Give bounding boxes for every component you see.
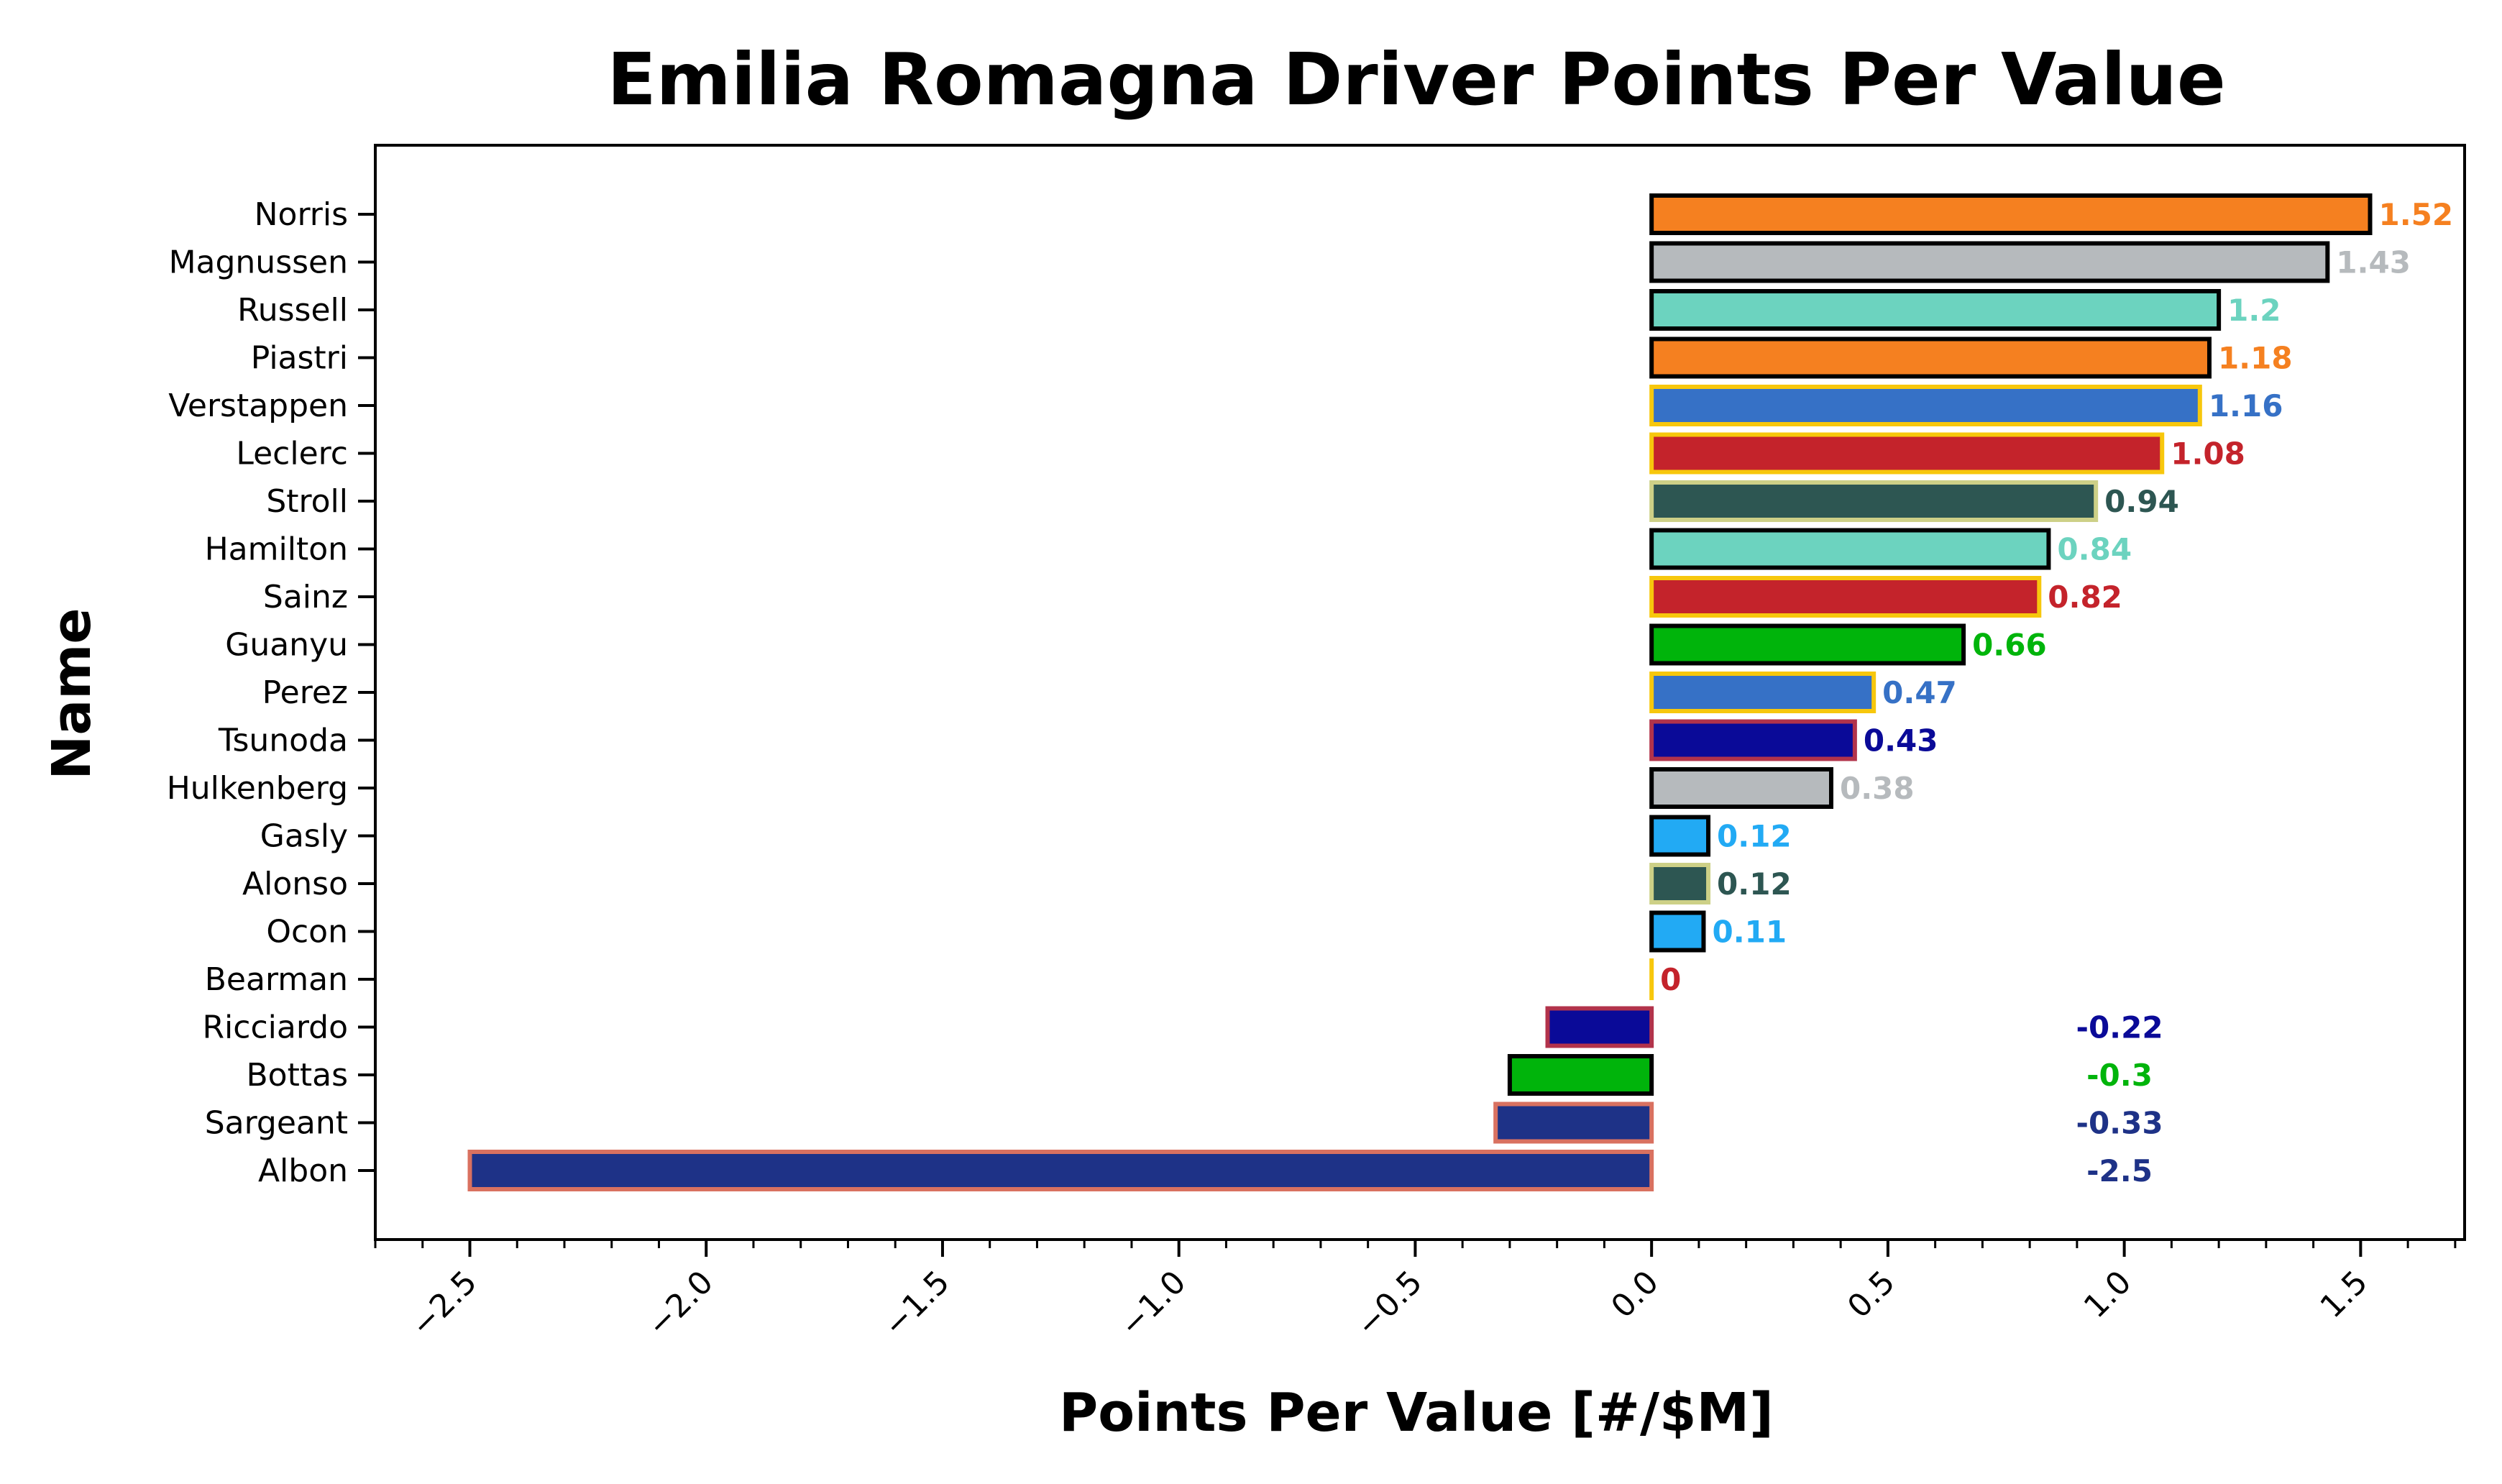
bar-stroll [1649,480,2099,522]
bar-sainz [1649,576,2042,618]
y-tick-label-bearman: Bearman [205,961,348,998]
y-tick-label-gasly: Gasly [260,818,348,855]
data-label-perez: 0.47 [1882,675,1957,710]
y-tick-label-ocon: Ocon [266,914,348,951]
data-labels: 1.52 1.43 1.2 1.18 1.16 1.08 0.94 0.84 0.820.66 0… [1660,197,2453,1188]
bar-russell [1649,289,2222,331]
x-ticks: −2.5 −2.0 −1.5 −1.0 −0.5 0.0 0.5 1.0 1.5 [374,1240,2457,1345]
bar-norris [1649,193,2373,235]
bar-perez [1649,672,1877,713]
bar-hulkenberg [1649,767,1833,809]
x-tick-label: −2.5 [404,1264,485,1345]
data-label-bottas: -0.3 [2086,1058,2153,1093]
bar-gasly [1649,815,1711,857]
data-label-sargeant: -0.33 [2076,1106,2163,1141]
plot-frame [374,144,2466,1241]
data-label-verstappen: 1.16 [2209,388,2283,423]
x-tick-label: 0.5 [1841,1264,1902,1326]
bar-sargeant [1493,1101,1654,1144]
y-tick-label-norris: Norris [255,196,348,233]
data-label-bearman: 0 [1660,962,1681,997]
y-tick-label-tsunoda: Tsunoda [218,723,348,759]
y-tick-label-verstappen: Verstappen [168,388,348,424]
data-label-hamilton: 0.84 [2057,532,2132,567]
chart-title: Emilia Romagna Driver Points Per Value [607,37,2225,122]
y-ticks: Norris Magnussen Russell Piastri Verstappen L… [167,196,375,1189]
bar-verstappen [1649,385,2202,426]
data-label-albon: -2.5 [2086,1153,2153,1188]
bar-magnussen [1649,241,2330,283]
data-label-alonso: 0.12 [1717,866,1792,902]
data-label-hulkenberg: 0.38 [1840,771,1915,806]
y-tick-label-leclerc: Leclerc [236,436,348,472]
bar-albon [467,1150,1654,1191]
y-tick-label-sainz: Sainz [263,579,348,615]
data-label-magnussen: 1.43 [2336,245,2411,280]
y-tick-label-perez: Perez [262,674,348,711]
data-label-russell: 1.2 [2227,293,2281,328]
y-tick-label-piastri: Piastri [251,340,348,377]
y-tick-label-bottas: Bottas [247,1057,349,1094]
bar-ricciardo [1545,1006,1654,1048]
data-label-ricciardo: -0.22 [2076,1010,2163,1045]
data-label-ocon: 0.11 [1712,915,1787,950]
x-tick-label: 0.0 [1604,1264,1666,1326]
x-tick-label: −0.5 [1349,1264,1430,1345]
x-tick-label: 1.5 [2314,1264,2375,1326]
y-tick-label-magnussen: Magnussen [169,244,348,281]
bar-hamilton [1649,528,2051,570]
bar-bottas [1507,1054,1654,1096]
x-tick-label: −2.0 [640,1264,720,1345]
y-tick-label-albon: Albon [258,1153,348,1189]
x-tick-label: −1.0 [1113,1264,1193,1345]
y-tick-label-alonso: Alonso [242,866,348,902]
data-label-tsunoda: 0.43 [1864,723,1938,759]
x-tick-label: −1.5 [876,1264,957,1345]
bar-tsunoda [1649,719,1857,761]
bar-leclerc [1649,432,2165,475]
data-label-leclerc: 1.08 [2171,436,2245,472]
data-label-guanyu: 0.66 [1972,628,2047,663]
bar-ocon [1649,910,1706,953]
bar-piastri [1649,336,2212,379]
x-axis-label: Points Per Value [#/$M] [1059,1382,1774,1444]
y-tick-label-ricciardo: Ricciardo [202,1009,348,1046]
data-label-gasly: 0.12 [1717,819,1792,854]
bar-guanyu [1649,623,1966,666]
y-tick-label-guanyu: Guanyu [225,627,348,664]
y-tick-label-stroll: Stroll [266,483,348,520]
data-label-piastri: 1.18 [2218,341,2293,376]
y-tick-label-russell: Russell [237,292,348,329]
data-label-stroll: 0.94 [2104,484,2179,519]
y-axis-label: Name [41,608,103,779]
data-label-norris: 1.52 [2379,197,2454,232]
data-label-sainz: 0.82 [2048,580,2122,615]
y-tick-label-hulkenberg: Hulkenberg [167,770,348,807]
bar-alonso [1649,863,1711,904]
bars-layer [467,193,2373,1191]
x-tick-label: 1.0 [2077,1264,2139,1326]
y-tick-label-hamilton: Hamilton [205,531,348,568]
y-tick-label-sargeant: Sargeant [205,1105,348,1142]
